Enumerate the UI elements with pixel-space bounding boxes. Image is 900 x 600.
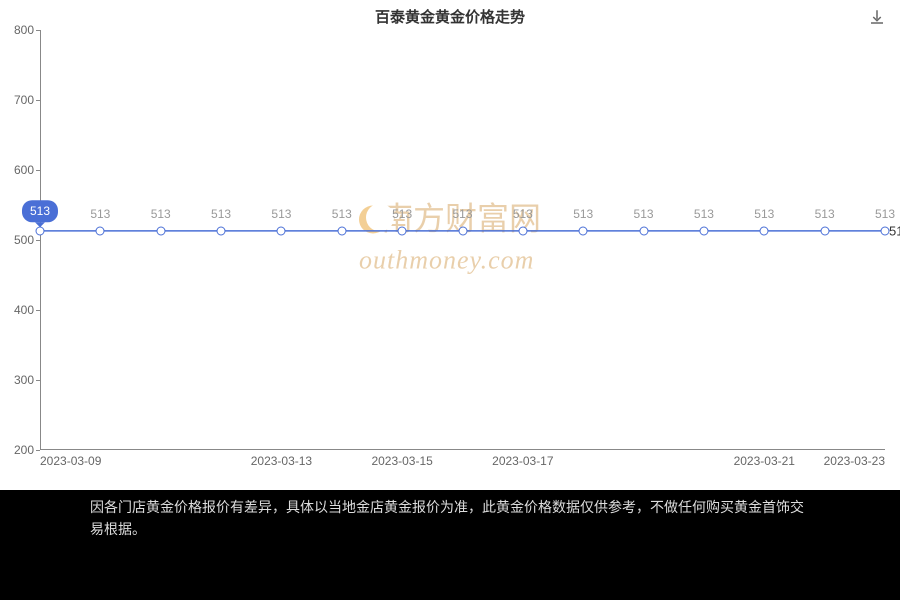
data-marker[interactable] xyxy=(699,226,708,235)
point-label: 513 xyxy=(754,207,774,221)
y-tick-mark xyxy=(36,380,40,381)
data-marker[interactable] xyxy=(217,226,226,235)
data-marker[interactable] xyxy=(820,226,829,235)
y-tick-mark xyxy=(36,310,40,311)
x-tick-label: 2023-03-13 xyxy=(251,450,312,468)
data-marker[interactable] xyxy=(579,226,588,235)
point-label: 513 xyxy=(875,207,895,221)
data-marker[interactable] xyxy=(277,226,286,235)
tooltip-bubble: 513 xyxy=(22,200,58,222)
data-marker[interactable] xyxy=(398,226,407,235)
series-end-label: 513 xyxy=(889,223,900,238)
line-series xyxy=(40,30,885,450)
data-marker[interactable] xyxy=(156,226,165,235)
x-tick-label: 2023-03-23 xyxy=(824,450,885,468)
point-label: 513 xyxy=(513,207,533,221)
data-marker[interactable] xyxy=(458,226,467,235)
point-label: 513 xyxy=(694,207,714,221)
point-label: 513 xyxy=(634,207,654,221)
x-tick-label: 2023-03-15 xyxy=(371,450,432,468)
point-label: 513 xyxy=(151,207,171,221)
chart-title: 百泰黄金黄金价格走势 xyxy=(0,0,900,27)
point-label: 513 xyxy=(271,207,291,221)
y-tick-mark xyxy=(36,240,40,241)
x-tick-label: 2023-03-17 xyxy=(492,450,553,468)
chart-area: 百泰黄金黄金价格走势 南方财富网 outhmoney.com 200300400… xyxy=(0,0,900,490)
point-label: 513 xyxy=(573,207,593,221)
data-marker[interactable] xyxy=(518,226,527,235)
data-marker[interactable] xyxy=(96,226,105,235)
download-icon[interactable] xyxy=(868,8,886,31)
plot-region: 2003004005006007008002023-03-092023-03-1… xyxy=(40,30,885,450)
page-container: 百泰黄金黄金价格走势 南方财富网 outhmoney.com 200300400… xyxy=(0,0,900,600)
y-tick-mark xyxy=(36,100,40,101)
y-tick-mark xyxy=(36,170,40,171)
point-label: 513 xyxy=(90,207,110,221)
data-marker[interactable] xyxy=(760,226,769,235)
data-marker[interactable] xyxy=(639,226,648,235)
point-label: 513 xyxy=(211,207,231,221)
disclaimer-bar: 因各门店黄金价格报价有差异，具体以当地金店黄金报价为准，此黄金价格数据仅供参考，… xyxy=(0,490,900,600)
disclaimer-text: 因各门店黄金价格报价有差异，具体以当地金店黄金报价为准，此黄金价格数据仅供参考，… xyxy=(90,499,804,537)
x-tick-label: 2023-03-21 xyxy=(734,450,795,468)
x-tick-label: 2023-03-09 xyxy=(40,450,101,468)
point-label: 513 xyxy=(815,207,835,221)
data-marker[interactable] xyxy=(337,226,346,235)
y-tick-mark xyxy=(36,30,40,31)
point-label: 513 xyxy=(332,207,352,221)
point-label: 513 xyxy=(392,207,412,221)
point-label: 513 xyxy=(452,207,472,221)
